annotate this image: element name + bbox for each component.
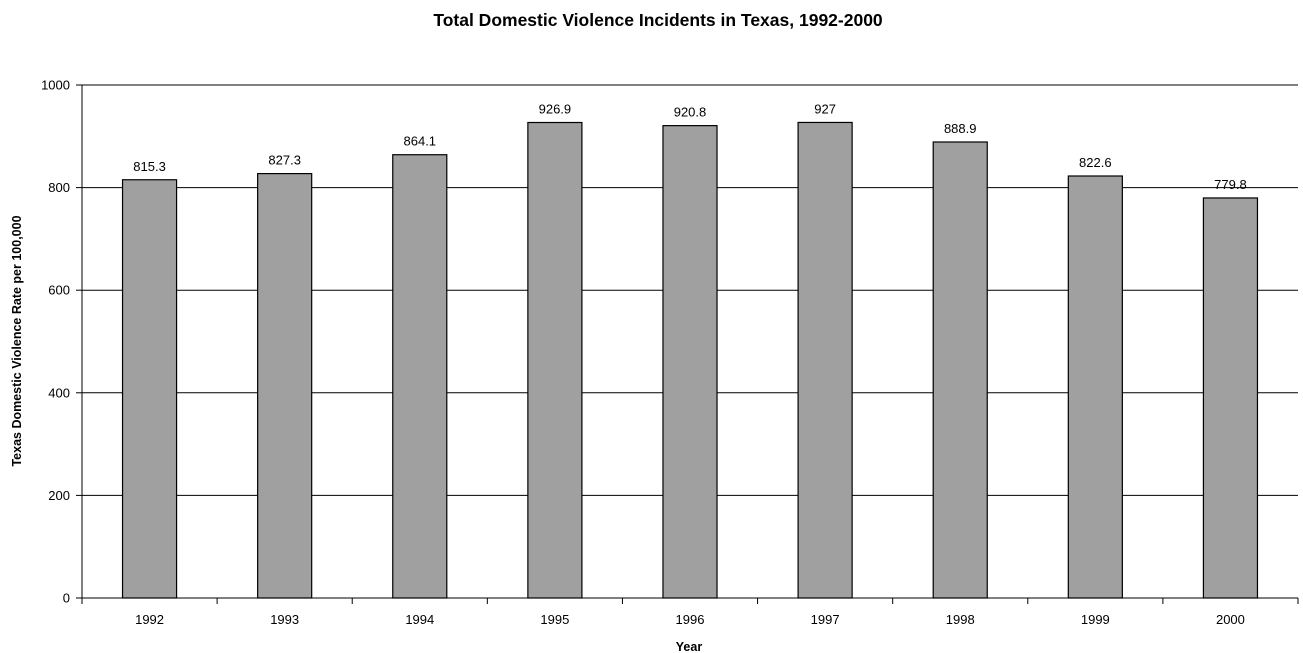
data-label: 888.9 — [944, 121, 977, 136]
x-tick-label: 1996 — [676, 612, 705, 627]
x-tick-label: 1995 — [540, 612, 569, 627]
data-label: 926.9 — [539, 102, 572, 117]
bar-1992 — [121, 179, 178, 599]
x-tick-label: 1994 — [405, 612, 434, 627]
data-label: 827.3 — [268, 153, 301, 168]
data-label: 815.3 — [133, 159, 166, 174]
chart-title: Total Domestic Violence Incidents in Tex… — [433, 10, 883, 30]
bar-1993 — [257, 172, 313, 599]
y-tick-label: 1000 — [41, 78, 70, 93]
x-tick-label: 1999 — [1081, 612, 1110, 627]
bar-1995 — [527, 121, 583, 599]
data-label: 864.1 — [404, 134, 437, 149]
x-tick-label: 2000 — [1216, 612, 1245, 627]
data-label: 822.6 — [1079, 155, 1112, 170]
bar-1996 — [662, 125, 718, 599]
bar-2000 — [1202, 197, 1259, 599]
bar-1997 — [797, 121, 853, 599]
y-tick-label: 800 — [48, 180, 70, 195]
data-label: 927 — [814, 101, 836, 116]
bar-1998 — [932, 141, 988, 599]
y-tick-label: 200 — [48, 488, 70, 503]
y-tick-label: 400 — [48, 385, 70, 400]
axes — [76, 84, 1299, 604]
bar-1994 — [392, 154, 448, 599]
x-tick-label: 1998 — [946, 612, 975, 627]
bars — [121, 121, 1259, 599]
x-axis-title: Year — [676, 640, 703, 653]
labels: 815.3 827.3 864.1 926.9 920.8 927 888.9 822.6 77… — [41, 78, 1247, 628]
y-axis-title: Texas Domestic Violence Rate per 100,000 — [10, 215, 24, 466]
x-tick-label: 1992 — [135, 612, 164, 627]
y-tick-label: 0 — [63, 591, 70, 606]
y-tick-label: 600 — [48, 283, 70, 298]
data-label: 779.8 — [1214, 177, 1247, 192]
x-tick-label: 1993 — [270, 612, 299, 627]
data-label: 920.8 — [674, 105, 707, 120]
bar-1999 — [1067, 175, 1123, 599]
x-tick-label: 1997 — [811, 612, 840, 627]
